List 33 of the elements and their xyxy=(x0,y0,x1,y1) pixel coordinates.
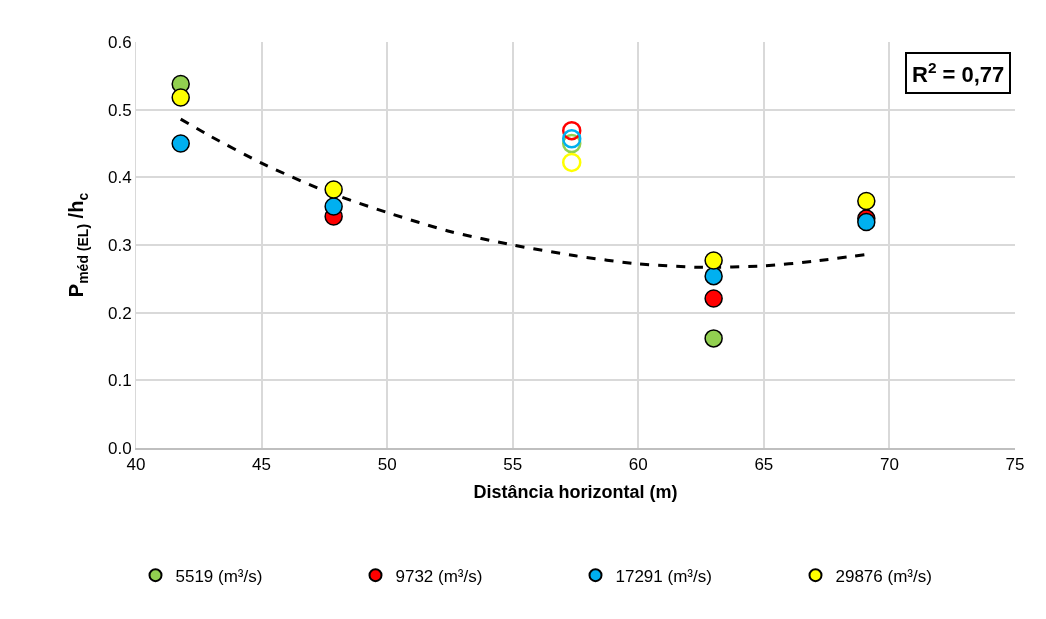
x-tick-label: 40 xyxy=(126,455,146,475)
x-tick-label: 50 xyxy=(377,455,397,475)
point xyxy=(704,251,723,270)
x-tick-label: 75 xyxy=(1005,455,1025,475)
point xyxy=(704,289,723,308)
point xyxy=(324,197,343,216)
point xyxy=(171,88,190,107)
legend-label: 5519 (m³/s) xyxy=(175,566,263,586)
point xyxy=(324,180,343,199)
y-tick-label: 0.2 xyxy=(107,303,132,323)
legend-label: 17291 (m³/s) xyxy=(615,566,712,586)
legend-label: 9732 (m³/s) xyxy=(395,566,483,586)
annotation: R$^{2}$ = 0,77 xyxy=(912,59,1005,88)
x-tick-label: 70 xyxy=(879,455,899,475)
y-tick-label: 0.5 xyxy=(107,100,132,120)
y-tick-label: 0.1 xyxy=(107,371,132,391)
point xyxy=(857,191,876,211)
point xyxy=(561,129,582,149)
point xyxy=(704,266,723,286)
x-tick-label: 45 xyxy=(252,455,272,475)
point xyxy=(171,134,190,153)
point xyxy=(561,152,582,173)
point xyxy=(857,212,876,232)
y-tick-label: 0.0 xyxy=(107,438,132,458)
x-axis-title: Distância horizontal (m) xyxy=(473,481,678,502)
point xyxy=(704,329,723,348)
x-tick-label: 60 xyxy=(628,455,648,475)
x-tick-label: 55 xyxy=(503,455,523,475)
legend-label: 29876 (m³/s) xyxy=(835,566,932,586)
y-tick-label: 0.4 xyxy=(107,168,132,188)
y-tick-label: 0.3 xyxy=(107,235,132,255)
y-tick-label: 0.6 xyxy=(107,32,132,52)
x-tick-label: 65 xyxy=(754,455,774,475)
